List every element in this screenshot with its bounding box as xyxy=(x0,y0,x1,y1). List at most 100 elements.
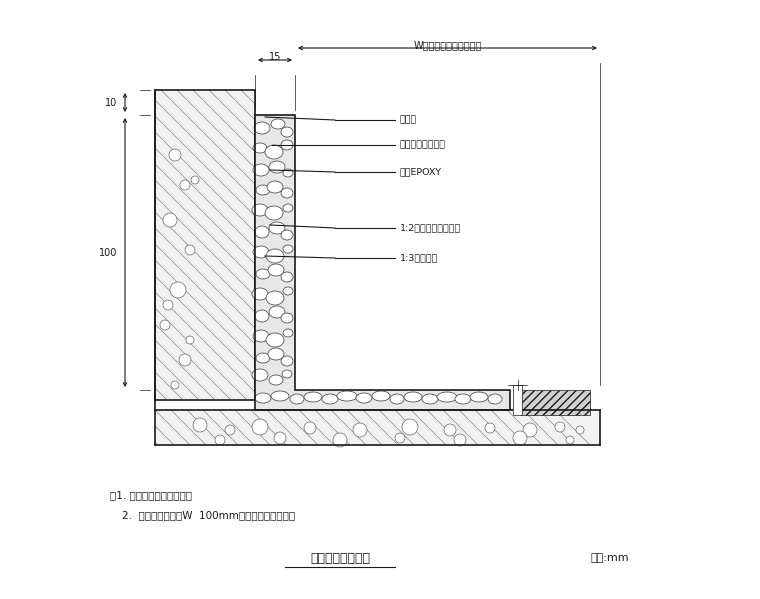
Ellipse shape xyxy=(269,375,283,385)
Ellipse shape xyxy=(254,122,270,134)
Circle shape xyxy=(160,320,170,330)
Ellipse shape xyxy=(268,264,284,276)
Ellipse shape xyxy=(281,230,293,240)
Polygon shape xyxy=(520,390,590,415)
Ellipse shape xyxy=(455,394,471,404)
Ellipse shape xyxy=(253,330,269,342)
Text: 注1. 粉石子采买选彩粉石。: 注1. 粉石子采买选彩粉石。 xyxy=(110,490,192,500)
Text: W（另详平面示意详图）: W（另详平面示意详图） xyxy=(413,40,482,50)
Ellipse shape xyxy=(372,391,390,401)
Ellipse shape xyxy=(269,161,285,173)
Text: 粉石子踢脚大样图: 粉石子踢脚大样图 xyxy=(310,552,370,564)
Text: 15: 15 xyxy=(269,52,281,62)
Ellipse shape xyxy=(265,145,283,159)
Ellipse shape xyxy=(304,392,322,402)
Ellipse shape xyxy=(266,249,284,263)
Ellipse shape xyxy=(281,140,293,150)
Ellipse shape xyxy=(268,348,284,360)
Circle shape xyxy=(513,431,527,445)
Polygon shape xyxy=(513,385,522,415)
Polygon shape xyxy=(155,90,255,400)
Ellipse shape xyxy=(256,269,270,279)
Ellipse shape xyxy=(281,313,293,323)
Ellipse shape xyxy=(267,181,283,193)
Circle shape xyxy=(185,245,195,255)
Ellipse shape xyxy=(290,394,304,404)
Ellipse shape xyxy=(253,164,269,176)
Text: 10: 10 xyxy=(105,98,117,107)
Polygon shape xyxy=(255,115,295,390)
Ellipse shape xyxy=(266,333,284,347)
Circle shape xyxy=(163,213,177,227)
Ellipse shape xyxy=(255,226,269,238)
Circle shape xyxy=(215,435,225,445)
Ellipse shape xyxy=(269,222,285,234)
Circle shape xyxy=(252,419,268,435)
Circle shape xyxy=(454,434,466,446)
Circle shape xyxy=(169,149,181,161)
Ellipse shape xyxy=(281,188,293,198)
Polygon shape xyxy=(255,390,510,410)
Ellipse shape xyxy=(283,169,293,177)
Ellipse shape xyxy=(252,369,268,381)
Circle shape xyxy=(274,432,286,444)
Circle shape xyxy=(576,426,584,434)
Text: 单位:mm: 单位:mm xyxy=(591,553,629,563)
Ellipse shape xyxy=(283,204,293,212)
Circle shape xyxy=(191,176,199,184)
Ellipse shape xyxy=(437,392,457,402)
Circle shape xyxy=(179,354,191,366)
Polygon shape xyxy=(155,410,600,445)
Ellipse shape xyxy=(253,143,267,153)
Ellipse shape xyxy=(256,353,270,363)
Circle shape xyxy=(170,282,186,298)
Circle shape xyxy=(566,436,574,444)
Text: 网缝刷涂一底二度: 网缝刷涂一底二度 xyxy=(400,141,446,150)
Ellipse shape xyxy=(322,394,338,404)
Circle shape xyxy=(163,300,173,310)
Ellipse shape xyxy=(337,391,357,401)
Ellipse shape xyxy=(283,245,293,253)
Circle shape xyxy=(444,424,456,436)
Circle shape xyxy=(555,422,565,432)
Text: 2.  粉件粉石子数液W  100mm半径数平分割调整。: 2. 粉件粉石子数液W 100mm半径数平分割调整。 xyxy=(122,510,295,520)
Text: 1:2水泥粉天然彩石粉: 1:2水泥粉天然彩石粉 xyxy=(400,223,461,232)
Ellipse shape xyxy=(488,394,502,404)
Ellipse shape xyxy=(470,392,488,402)
Circle shape xyxy=(180,180,190,190)
Circle shape xyxy=(193,418,207,432)
Ellipse shape xyxy=(281,127,293,137)
Text: 涂布EPOXY: 涂布EPOXY xyxy=(400,168,442,177)
Ellipse shape xyxy=(252,204,268,216)
Ellipse shape xyxy=(269,306,285,318)
Ellipse shape xyxy=(283,329,293,337)
Circle shape xyxy=(353,423,367,437)
Circle shape xyxy=(402,419,418,435)
Ellipse shape xyxy=(390,394,404,404)
Circle shape xyxy=(304,422,316,434)
Ellipse shape xyxy=(256,185,270,195)
Ellipse shape xyxy=(255,310,269,322)
Ellipse shape xyxy=(422,394,438,404)
Ellipse shape xyxy=(265,206,283,220)
Ellipse shape xyxy=(281,356,293,366)
Ellipse shape xyxy=(281,272,293,282)
Ellipse shape xyxy=(252,288,268,300)
Text: 粉面层: 粉面层 xyxy=(400,116,417,125)
Circle shape xyxy=(186,336,194,344)
Circle shape xyxy=(485,423,495,433)
Ellipse shape xyxy=(255,393,271,403)
Circle shape xyxy=(225,425,235,435)
Text: 1:3水泥砂浆: 1:3水泥砂浆 xyxy=(400,253,439,262)
Ellipse shape xyxy=(271,391,289,401)
Text: 100: 100 xyxy=(99,247,117,258)
Circle shape xyxy=(395,433,405,443)
Ellipse shape xyxy=(282,370,292,378)
Ellipse shape xyxy=(266,291,284,305)
Circle shape xyxy=(523,423,537,437)
Ellipse shape xyxy=(253,246,269,258)
Circle shape xyxy=(171,381,179,389)
Circle shape xyxy=(333,433,347,447)
Ellipse shape xyxy=(271,119,285,129)
Ellipse shape xyxy=(283,287,293,295)
